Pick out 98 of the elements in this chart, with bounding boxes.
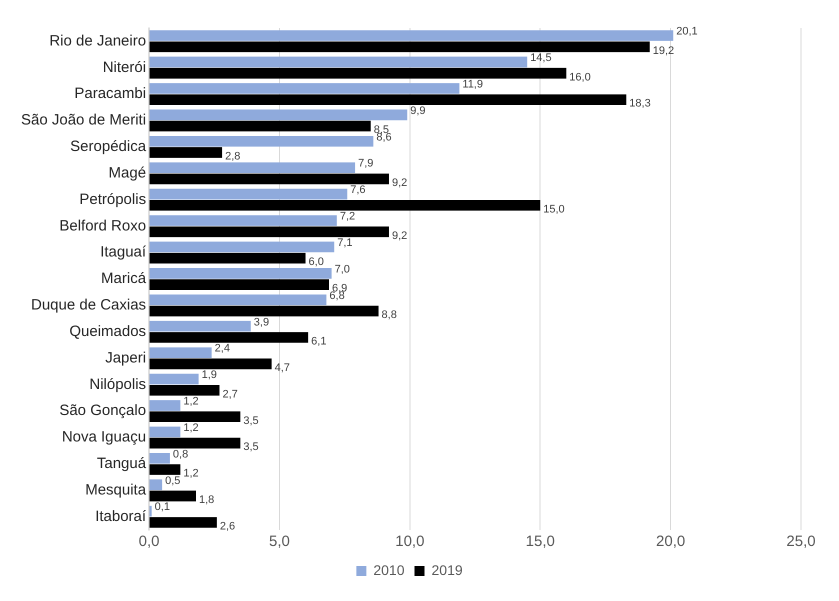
bar: [150, 30, 674, 41]
bar: [150, 400, 180, 411]
data-label: 9,9: [410, 104, 426, 117]
data-label: 19,2: [652, 44, 674, 57]
data-label: 6,1: [311, 335, 326, 348]
y-tick-label: Duque de Caxias: [30, 296, 146, 314]
legend-label: 2019: [432, 562, 463, 578]
bar: [150, 479, 162, 490]
x-tick-label: 0,0: [138, 533, 160, 550]
y-tick-label: Petrópolis: [79, 190, 146, 208]
data-label: 7,1: [337, 236, 353, 249]
bar: [150, 162, 356, 174]
y-tick-label: Itaboraí: [95, 508, 147, 525]
data-label: 16,0: [569, 71, 591, 84]
x-tick-label: 10,0: [395, 533, 424, 550]
data-label: 9,2: [392, 230, 408, 242]
y-tick-label: Nova Iguaçu: [62, 428, 146, 446]
y-tick-label: Niterói: [102, 58, 146, 76]
data-label: 1,9: [202, 369, 217, 382]
bar: [150, 188, 348, 200]
y-tick-label: Mesquita: [85, 482, 147, 499]
bar: [150, 332, 308, 343]
bar: [150, 136, 374, 147]
bar: [150, 517, 217, 528]
y-tick-label: Paracambi: [74, 85, 146, 102]
data-label: 11,9: [462, 78, 483, 90]
data-label: 2,7: [222, 388, 238, 400]
legend-label: 2010: [373, 562, 405, 578]
bar: [150, 94, 626, 105]
y-tick-label: Tanguá: [96, 455, 147, 472]
bar: [150, 279, 329, 290]
bar: [150, 147, 222, 158]
bar: [150, 252, 306, 264]
y-tick-label: Magé: [108, 164, 146, 182]
data-label: 1,8: [199, 494, 214, 506]
data-label: 1,2: [183, 396, 199, 408]
data-label: 0,1: [154, 501, 170, 514]
bar: [150, 438, 240, 448]
bar: [150, 294, 326, 306]
data-label: 15,0: [543, 203, 565, 216]
data-label: 14,5: [530, 52, 552, 64]
data-label: 7,6: [350, 184, 366, 196]
data-label: 6,0: [308, 256, 324, 268]
bar: [150, 374, 199, 384]
data-label: 2,8: [225, 150, 240, 163]
data-label: 3,9: [254, 316, 270, 328]
data-label: 18,3: [629, 98, 651, 110]
data-label: 4,7: [274, 362, 290, 374]
bar: [150, 242, 334, 252]
y-tick-label: São Gonçalo: [59, 402, 146, 420]
data-label: 20,1: [676, 26, 698, 38]
bar: [150, 306, 379, 316]
bar: [150, 226, 389, 238]
bar: [150, 68, 566, 79]
data-label: 1,2: [183, 422, 199, 434]
bar: [150, 347, 212, 358]
bar: [150, 215, 337, 226]
bar: [150, 110, 408, 120]
y-tick-label: Belford Roxo: [59, 217, 146, 234]
bar: [150, 200, 540, 211]
data-label: 0,8: [172, 448, 188, 460]
bar: [150, 426, 180, 438]
bar: [150, 268, 332, 279]
data-label: 7,0: [334, 263, 350, 276]
y-tick-label: Rio de Janeiro: [49, 32, 146, 50]
x-tick-label: 5,0: [269, 533, 290, 550]
y-tick-label: Maricá: [101, 270, 147, 288]
bar: [150, 384, 220, 396]
y-tick-label: São João de Meriti: [20, 112, 146, 129]
bar: [150, 453, 170, 464]
x-tick-label: 20,0: [656, 533, 686, 550]
x-tick-label: 25,0: [786, 533, 816, 550]
bar: [150, 174, 389, 184]
data-label: 0,5: [165, 474, 180, 487]
y-tick-label: Nilópolis: [89, 376, 146, 393]
bar: [150, 411, 240, 422]
bar: [150, 320, 251, 332]
y-tick-label: Seropédica: [70, 138, 147, 156]
bar: [150, 490, 196, 502]
data-label: 3,5: [243, 441, 259, 454]
data-label: 7,9: [358, 158, 374, 170]
data-label: 8,8: [382, 309, 397, 322]
data-label: 9,2: [392, 176, 408, 189]
bar: [150, 120, 371, 132]
data-label: 1,2: [183, 468, 199, 480]
y-tick-label: Itaguaí: [100, 244, 147, 261]
bar: [150, 358, 272, 370]
y-tick-label: Japeri: [105, 349, 146, 366]
bar: [150, 83, 460, 94]
data-label: 3,5: [243, 414, 259, 427]
bar: [150, 464, 180, 475]
data-label: 7,2: [340, 210, 356, 223]
bar: [150, 56, 528, 68]
data-label: 2,6: [220, 520, 236, 532]
x-tick-label: 15,0: [526, 533, 555, 550]
data-label: 2,4: [214, 342, 230, 355]
y-tick-label: Queimados: [69, 322, 146, 340]
bar: [150, 41, 650, 52]
